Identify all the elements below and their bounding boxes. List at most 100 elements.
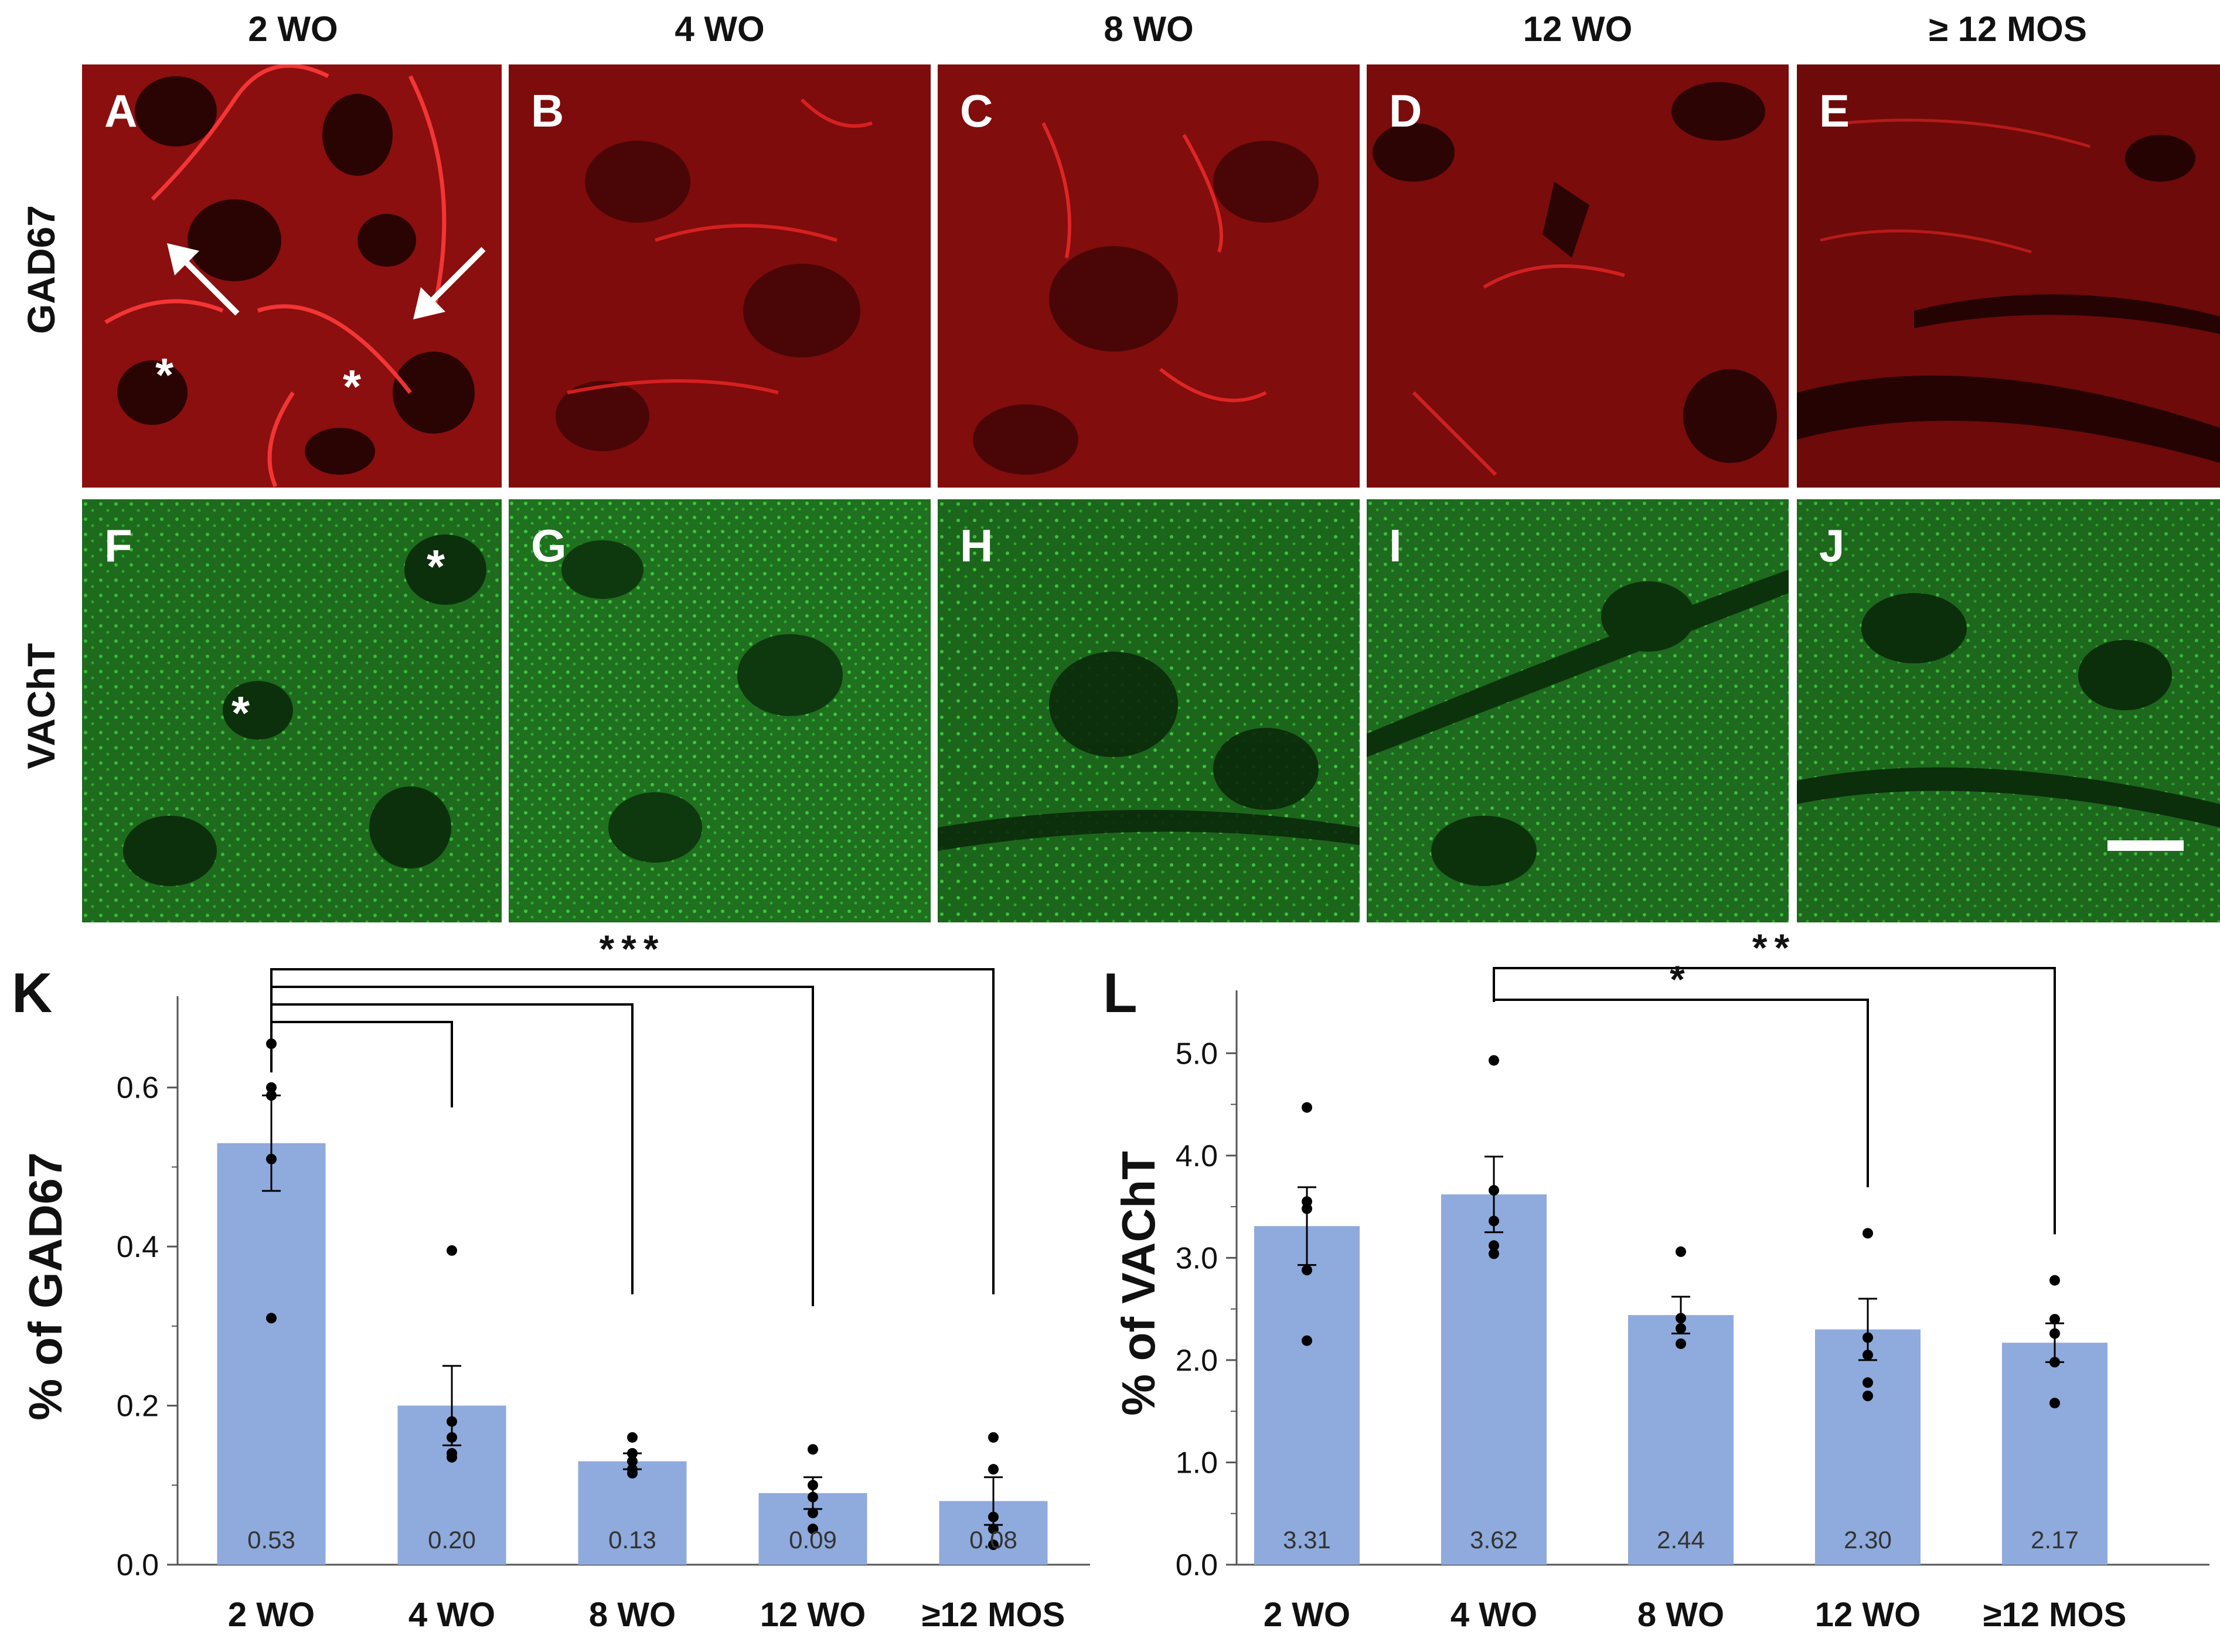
panel-letter-g: G xyxy=(531,520,567,571)
micrograph-gad67-12mos: E xyxy=(1797,64,2220,488)
significance-label: *** xyxy=(599,932,665,970)
micrograph-vacht-2wo: F * * xyxy=(82,499,502,922)
bar-value-label: 0.20 xyxy=(428,1526,476,1554)
y-tick-label: 2.0 xyxy=(1176,1344,1218,1378)
bar xyxy=(217,1143,326,1565)
bar xyxy=(1815,1329,1921,1565)
chart-letter-k: K xyxy=(12,962,53,1024)
chart-letter-l: L xyxy=(1103,962,1138,1024)
x-tick-label: ≥12 MOS xyxy=(922,1596,1065,1634)
chart-gad67: 0.0 0.2 0.4 0.6 % of GAD67 0.53 2 WO 0.20 4 WO 0.… xyxy=(19,932,1090,1634)
bar-value-label: 2.30 xyxy=(1844,1526,1892,1554)
x-tick-label: 12 WO xyxy=(760,1596,866,1634)
data-point xyxy=(627,1456,638,1467)
data-point xyxy=(447,1432,457,1443)
panel-letter-c: C xyxy=(960,85,993,137)
y-tick-label: 5.0 xyxy=(1176,1037,1218,1071)
data-point xyxy=(1489,1240,1499,1251)
asterisk-marker: * xyxy=(155,349,174,401)
x-tick-label: ≥12 MOS xyxy=(1983,1596,2127,1634)
bar-value-label: 3.62 xyxy=(1470,1526,1518,1554)
bar xyxy=(2002,1343,2107,1565)
row-header-gad67: GAD67 xyxy=(19,205,63,335)
data-point xyxy=(447,1416,457,1427)
data-point xyxy=(808,1480,818,1491)
data-point xyxy=(627,1448,638,1459)
bar-value-label: 0.13 xyxy=(608,1526,656,1554)
y-tick-label: 0.0 xyxy=(1176,1548,1218,1582)
significance-bracket xyxy=(270,1021,453,1108)
micrograph-gad67-8wo: C xyxy=(938,64,1360,488)
x-tick-label: 2 WO xyxy=(1264,1596,1350,1634)
micrograph-vacht-4wo: G xyxy=(509,499,931,922)
data-point xyxy=(1302,1335,1312,1346)
significance-bracket xyxy=(1493,999,1869,1187)
bar-value-label: 0.53 xyxy=(247,1526,295,1554)
data-point xyxy=(988,1464,999,1475)
column-header-8wo: 8 WO xyxy=(1104,9,1194,49)
bar-value-label: 0.09 xyxy=(789,1526,837,1554)
data-point xyxy=(1676,1338,1686,1349)
x-tick-label: 4 WO xyxy=(408,1596,495,1634)
data-point xyxy=(1863,1228,1873,1239)
data-point xyxy=(1302,1203,1312,1214)
data-point xyxy=(1676,1246,1686,1257)
bar-value-label: 2.44 xyxy=(1657,1526,1705,1554)
bar-value-label: 3.31 xyxy=(1283,1526,1331,1554)
data-point xyxy=(2049,1275,2060,1286)
data-point xyxy=(1863,1391,1873,1401)
data-point xyxy=(2049,1328,2060,1339)
data-point xyxy=(627,1432,638,1443)
significance-bracket xyxy=(270,986,814,1306)
panel-letter-e: E xyxy=(1819,85,1850,137)
micrograph-vacht-8wo: H xyxy=(938,499,1360,922)
chart-vacht: 0.0 1.0 2.0 3.0 4.0 5.0 % of VAChT 3.31 2 WO 3.62… xyxy=(1112,932,2209,1634)
y-tick-label: 0.6 xyxy=(117,1071,159,1105)
significance-label: * xyxy=(1670,958,1692,1001)
panel-letter-j: J xyxy=(1819,520,1845,571)
data-point xyxy=(988,1523,999,1534)
data-point xyxy=(2049,1398,2060,1409)
data-point xyxy=(1863,1350,1873,1361)
x-tick-label: 12 WO xyxy=(1815,1596,1921,1634)
panel-letter-b: B xyxy=(531,85,564,137)
data-point xyxy=(2049,1314,2060,1325)
data-point xyxy=(266,1090,277,1101)
column-header-4wo: 4 WO xyxy=(675,9,765,49)
data-point xyxy=(808,1523,818,1534)
y-tick-label: 0.0 xyxy=(117,1548,159,1582)
data-point xyxy=(1489,1185,1499,1196)
data-point xyxy=(988,1539,999,1551)
micrograph-gad67-2wo: A * * xyxy=(82,64,502,488)
data-point xyxy=(1302,1102,1312,1113)
data-point xyxy=(988,1432,999,1443)
micrograph-gad67-12wo: D xyxy=(1367,64,1789,488)
x-tick-label: 2 WO xyxy=(228,1596,315,1634)
significance-bracket xyxy=(1493,967,2056,1235)
y-tick-label: 0.4 xyxy=(117,1230,159,1264)
data-point xyxy=(1489,1248,1499,1259)
scale-bar xyxy=(2107,840,2184,851)
data-point xyxy=(1676,1313,1686,1324)
panel-letter-d: D xyxy=(1389,85,1422,137)
data-point xyxy=(1489,1215,1499,1227)
micrograph-gad67-4wo: B xyxy=(509,64,931,488)
data-point xyxy=(266,1082,277,1093)
row-header-vacht: VAChT xyxy=(19,643,63,769)
bar xyxy=(1628,1315,1734,1565)
significance-label: ** xyxy=(1752,932,1796,969)
y-axis-label: % of VAChT xyxy=(1112,1151,1165,1416)
bar-value-label: 0.08 xyxy=(969,1526,1017,1554)
panel-letter-h: H xyxy=(960,520,993,571)
panel-letter-a: A xyxy=(104,85,138,137)
data-point xyxy=(266,1153,277,1164)
y-tick-label: 4.0 xyxy=(1176,1139,1218,1173)
data-point xyxy=(808,1507,818,1518)
panel-letter-f: F xyxy=(104,520,132,571)
data-point xyxy=(808,1491,818,1503)
micrograph-vacht-12mos: J xyxy=(1797,499,2220,922)
bar xyxy=(578,1461,687,1565)
arrow-icon xyxy=(413,247,486,319)
asterisk-marker: * xyxy=(231,687,250,739)
data-point xyxy=(988,1511,999,1522)
